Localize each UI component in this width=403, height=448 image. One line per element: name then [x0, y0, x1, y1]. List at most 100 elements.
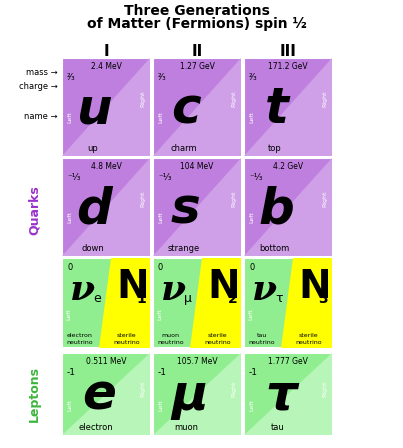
- Text: 104 MeV: 104 MeV: [180, 162, 214, 171]
- Polygon shape: [190, 258, 241, 348]
- Bar: [244, 353, 332, 435]
- Text: down: down: [81, 244, 104, 253]
- Text: III: III: [280, 44, 297, 59]
- Text: 2: 2: [228, 293, 237, 306]
- Polygon shape: [153, 158, 241, 256]
- Text: Right: Right: [322, 191, 328, 207]
- Text: neutrino: neutrino: [295, 340, 322, 345]
- Text: 3: 3: [318, 293, 328, 306]
- Text: ν: ν: [70, 272, 95, 306]
- Text: electron: electron: [78, 423, 113, 432]
- Text: Left: Left: [249, 308, 253, 320]
- Text: bottom: bottom: [260, 244, 290, 253]
- Bar: [244, 158, 332, 256]
- Text: Left: Left: [158, 308, 162, 320]
- Text: 4.2 GeV: 4.2 GeV: [273, 162, 303, 171]
- Bar: [244, 258, 332, 348]
- Text: ⁻¹⁄₃: ⁻¹⁄₃: [249, 173, 262, 182]
- Text: s: s: [171, 185, 200, 233]
- Text: μ: μ: [184, 292, 192, 305]
- Bar: [62, 58, 150, 156]
- Text: b: b: [259, 185, 295, 233]
- Text: Right: Right: [141, 91, 145, 108]
- Text: τ: τ: [265, 372, 297, 420]
- Polygon shape: [281, 258, 332, 348]
- Text: Right: Right: [141, 381, 145, 397]
- Text: 4.8 MeV: 4.8 MeV: [91, 162, 121, 171]
- Text: Left: Left: [158, 399, 164, 410]
- Text: Right: Right: [322, 381, 328, 397]
- Text: Left: Left: [249, 211, 255, 223]
- Text: neutrino: neutrino: [113, 340, 139, 345]
- Text: d: d: [77, 185, 112, 233]
- Text: Right: Right: [322, 91, 328, 108]
- Polygon shape: [62, 353, 150, 435]
- Text: top: top: [268, 144, 282, 153]
- Text: Leptons: Leptons: [27, 366, 40, 422]
- Text: ²⁄₃: ²⁄₃: [158, 73, 167, 82]
- Text: sterile: sterile: [208, 333, 227, 338]
- Text: Right: Right: [231, 91, 237, 108]
- Bar: [153, 353, 241, 435]
- Text: 105.7 MeV: 105.7 MeV: [177, 357, 217, 366]
- Polygon shape: [62, 58, 150, 156]
- Text: Right: Right: [231, 191, 237, 207]
- Text: II: II: [191, 44, 203, 59]
- Text: e: e: [82, 372, 116, 420]
- Text: Left: Left: [67, 399, 73, 410]
- Text: tau: tau: [256, 333, 267, 338]
- Polygon shape: [244, 158, 332, 256]
- Text: N: N: [299, 268, 331, 306]
- Text: 0.511 MeV: 0.511 MeV: [86, 357, 126, 366]
- Text: t: t: [265, 85, 289, 133]
- Text: Left: Left: [67, 111, 73, 123]
- Text: c: c: [171, 85, 200, 133]
- Text: ⁻¹⁄₃: ⁻¹⁄₃: [158, 173, 172, 182]
- Text: 0: 0: [67, 263, 72, 272]
- Text: sterile: sterile: [116, 333, 136, 338]
- Polygon shape: [244, 353, 332, 435]
- Text: muon: muon: [162, 333, 180, 338]
- Text: μ: μ: [172, 372, 208, 420]
- Text: N: N: [208, 268, 240, 306]
- Text: Left: Left: [249, 399, 255, 410]
- Text: ⁻¹⁄₃: ⁻¹⁄₃: [67, 173, 81, 182]
- Bar: [244, 58, 332, 156]
- Text: ν: ν: [252, 272, 277, 306]
- Text: neutrino: neutrino: [157, 340, 184, 345]
- Bar: [62, 353, 150, 435]
- Text: mass →: mass →: [26, 68, 58, 77]
- Text: 1.27 GeV: 1.27 GeV: [180, 62, 214, 71]
- Polygon shape: [153, 58, 241, 156]
- Text: neutrino: neutrino: [248, 340, 275, 345]
- Text: -1: -1: [67, 368, 76, 377]
- Text: e: e: [93, 292, 101, 305]
- Text: Right: Right: [231, 381, 237, 397]
- Text: Quarks: Quarks: [27, 185, 40, 235]
- Text: tau: tau: [270, 423, 284, 432]
- Polygon shape: [99, 258, 150, 348]
- Polygon shape: [62, 158, 150, 256]
- Text: 171.2 GeV: 171.2 GeV: [268, 62, 308, 71]
- Polygon shape: [153, 353, 241, 435]
- Text: 0: 0: [158, 263, 163, 272]
- Text: 0: 0: [249, 263, 254, 272]
- Bar: [153, 158, 241, 256]
- Text: u: u: [77, 85, 112, 133]
- Text: of Matter (Fermions) spin ½: of Matter (Fermions) spin ½: [87, 17, 307, 31]
- Text: Left: Left: [67, 211, 73, 223]
- Text: strange: strange: [168, 244, 200, 253]
- Bar: [62, 158, 150, 256]
- Polygon shape: [244, 58, 332, 156]
- Text: neutrino: neutrino: [66, 340, 93, 345]
- Text: muon: muon: [174, 423, 198, 432]
- Text: -1: -1: [158, 368, 167, 377]
- Text: 2.4 MeV: 2.4 MeV: [91, 62, 121, 71]
- Text: charm: charm: [170, 144, 197, 153]
- Text: 1: 1: [137, 293, 146, 306]
- Text: Left: Left: [249, 111, 255, 123]
- Text: 1.777 GeV: 1.777 GeV: [268, 357, 308, 366]
- Text: Left: Left: [66, 308, 71, 320]
- Text: -1: -1: [249, 368, 258, 377]
- Text: Three Generations: Three Generations: [124, 4, 270, 18]
